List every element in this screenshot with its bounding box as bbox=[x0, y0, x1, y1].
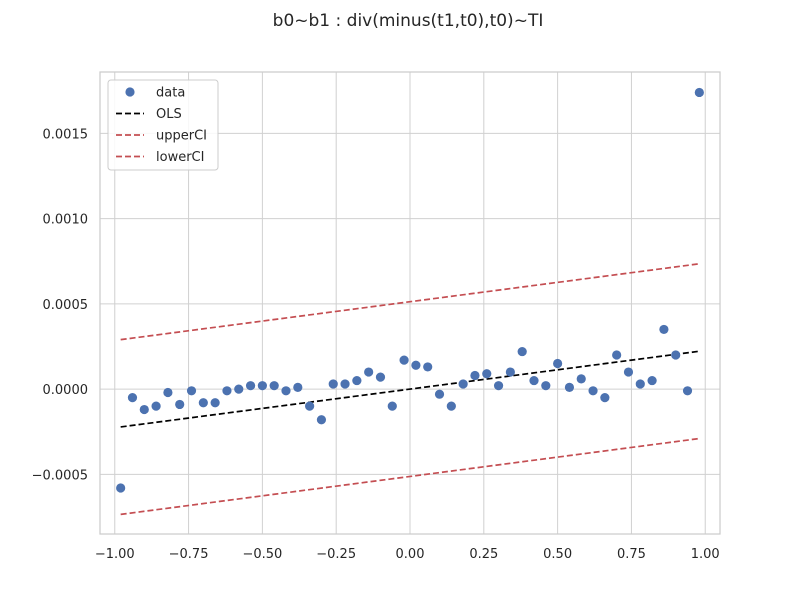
y-tick-label: 0.0010 bbox=[43, 213, 89, 228]
data-point bbox=[434, 389, 445, 399]
data-point bbox=[151, 401, 161, 411]
tick-labels: −1.00 −0.75 −0.50 −0.25 0.00 0.25 0.50 0.75 1.00… bbox=[32, 127, 720, 562]
data-point bbox=[694, 87, 704, 98]
data-point bbox=[222, 386, 232, 396]
data-point bbox=[635, 379, 645, 389]
plot-frame bbox=[99, 71, 721, 535]
data-point bbox=[517, 346, 527, 357]
legend-data-label: data bbox=[156, 86, 185, 101]
data-point bbox=[612, 350, 622, 360]
data-point bbox=[127, 393, 138, 403]
data-point bbox=[482, 369, 492, 379]
chart-title: b0~b1 : div(minus(t1,t0),t0)~TI bbox=[273, 11, 544, 31]
data-point bbox=[234, 384, 244, 394]
x-tick-label: 0.50 bbox=[543, 547, 572, 562]
data-point bbox=[446, 401, 456, 411]
data-point bbox=[493, 381, 504, 391]
data-point bbox=[411, 360, 421, 370]
x-tick-label: 1.00 bbox=[691, 547, 720, 562]
data-point bbox=[623, 367, 634, 377]
data-point bbox=[175, 399, 185, 410]
data-point bbox=[529, 375, 539, 386]
legend-lowerci-label: lowerCI bbox=[156, 150, 204, 165]
data-point bbox=[269, 381, 279, 391]
confidence-lines bbox=[120, 262, 700, 516]
data-point bbox=[541, 381, 551, 391]
data-point bbox=[470, 370, 480, 381]
data-point bbox=[328, 379, 338, 389]
x-tick-label: −0.25 bbox=[316, 547, 356, 562]
data-point bbox=[316, 415, 327, 425]
data-point bbox=[116, 483, 126, 493]
data-point bbox=[576, 374, 586, 384]
data-point bbox=[245, 381, 256, 391]
data-point bbox=[305, 401, 315, 411]
x-tick-label: −0.50 bbox=[242, 547, 282, 562]
data-point bbox=[139, 404, 149, 415]
data-point bbox=[423, 362, 433, 372]
data-point bbox=[375, 372, 386, 382]
y-tick-label: −0.0005 bbox=[32, 468, 88, 483]
data-point bbox=[364, 367, 374, 377]
data-point bbox=[198, 398, 208, 408]
data-point bbox=[399, 355, 409, 365]
data-points bbox=[116, 87, 704, 493]
y-tick-label: 0.0015 bbox=[43, 127, 89, 142]
data-point bbox=[387, 401, 397, 411]
x-tick-label: −1.00 bbox=[95, 547, 135, 562]
x-tick-label: 0.25 bbox=[469, 547, 498, 562]
data-point bbox=[340, 379, 350, 389]
data-point bbox=[352, 375, 362, 386]
data-point bbox=[564, 382, 575, 392]
y-tick-label: 0.0000 bbox=[43, 383, 89, 398]
legend: data OLS upperCI lowerCI bbox=[107, 79, 219, 171]
x-tick-label: −0.75 bbox=[169, 547, 209, 562]
data-point bbox=[281, 386, 291, 396]
data-point bbox=[458, 379, 468, 389]
data-point bbox=[210, 398, 220, 408]
data-point bbox=[600, 393, 610, 403]
data-point bbox=[163, 387, 173, 398]
data-point bbox=[257, 381, 267, 391]
data-point bbox=[588, 386, 598, 396]
x-tick-label: 0.75 bbox=[617, 547, 646, 562]
data-point bbox=[186, 386, 197, 396]
data-point bbox=[659, 324, 669, 335]
legend-upperci-label: upperCI bbox=[156, 129, 207, 144]
data-point bbox=[293, 382, 303, 392]
upperci-line bbox=[120, 262, 700, 341]
legend-data-swatch bbox=[125, 87, 135, 97]
data-point bbox=[505, 367, 515, 377]
lowerci-line bbox=[120, 437, 700, 516]
x-tick-label: 0.00 bbox=[396, 547, 425, 562]
y-tick-label: 0.0005 bbox=[43, 298, 89, 313]
legend-ols-label: OLS bbox=[156, 107, 182, 122]
data-point bbox=[682, 386, 693, 396]
ols-line bbox=[120, 350, 700, 428]
legend-box bbox=[107, 79, 219, 171]
data-point bbox=[647, 375, 657, 386]
data-point bbox=[671, 350, 681, 360]
data-point bbox=[553, 358, 563, 369]
